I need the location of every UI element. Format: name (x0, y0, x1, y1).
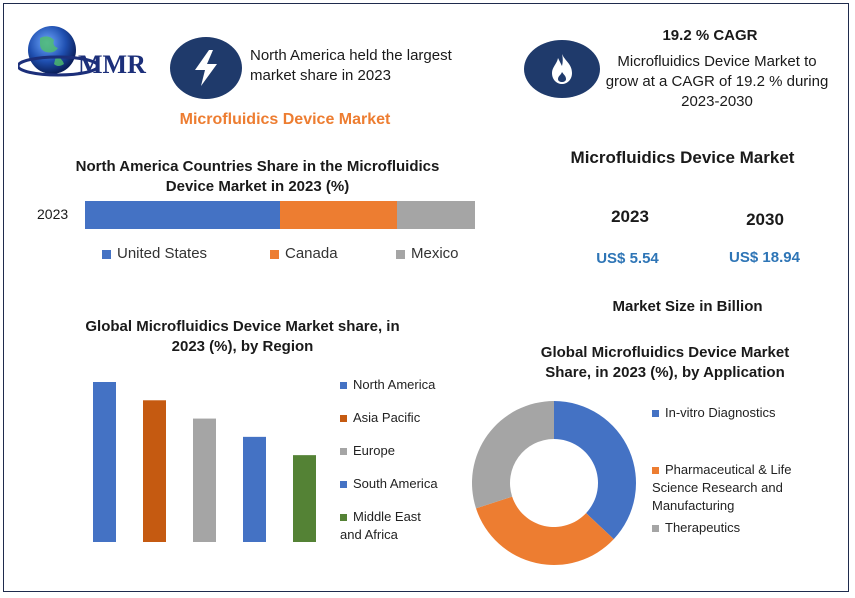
market-size-value1: US$ 5.54 (596, 250, 659, 267)
logo: MMR (18, 22, 163, 84)
region-chart-title: Global Microfluidics Device Market share… (85, 318, 400, 355)
region-bar-3 (243, 436, 266, 542)
legend-label: Europe (353, 443, 395, 458)
legend-label: North America (353, 377, 436, 392)
stacked-bar-chart (85, 201, 475, 229)
legend-label: Therapeutics (665, 520, 741, 535)
region-bar-2 (193, 418, 216, 542)
legend-swatch (102, 249, 111, 259)
stacked-category-label: 2023 (37, 206, 69, 222)
legend-canada: Canada (270, 245, 338, 262)
market-size-year2: 2030 (746, 210, 784, 229)
stacked-chart-title: North America Countries Share in the Mic… (75, 158, 440, 195)
region-legend-item: South America (340, 475, 440, 493)
lightning-icon (170, 37, 242, 99)
legend-label: South America (353, 476, 438, 491)
market-title: Microfluidics Device Market (179, 111, 391, 128)
region-legend-item: North America (340, 376, 440, 394)
region-legend-item: Asia Pacific (340, 409, 440, 427)
legend-label: Canada (285, 245, 338, 262)
region-legend-item: Middle East and Africa (340, 508, 440, 544)
legend-mexico: Mexico (396, 245, 459, 262)
legend-label: Mexico (411, 245, 459, 262)
legend-swatch (270, 249, 279, 259)
highlight-text: North America held the largest market sh… (250, 47, 452, 84)
application-legend-2: Pharmaceutical & Life Science Research a… (652, 461, 832, 515)
region-legend-item: Europe (340, 442, 440, 460)
legend-label: Pharmaceutical & Life Science Research a… (652, 462, 792, 513)
logo-text: MMR (78, 50, 146, 79)
legend-swatch (340, 382, 347, 390)
donut-slice-0 (554, 401, 636, 540)
flame-icon (524, 40, 600, 98)
application-legend-3: Therapeutics (652, 519, 832, 537)
legend-swatch (652, 525, 659, 533)
donut-slice-1 (476, 496, 614, 565)
market-size-unit: Market Size in Billion (612, 298, 763, 315)
legend-swatch (340, 448, 347, 456)
cagr-text: Microfluidics Device Market to grow at a… (605, 53, 829, 110)
region-bar-chart (93, 382, 316, 542)
market-size-title: Microfluidics Device Market (570, 148, 795, 167)
application-legend-1: In-vitro Diagnostics (652, 404, 832, 422)
stacked-segment-mexico (397, 201, 475, 229)
stacked-segment-canada (280, 201, 397, 229)
region-bar-1 (143, 400, 166, 542)
legend-swatch (396, 249, 405, 259)
legend-label: In-vitro Diagnostics (665, 405, 776, 420)
legend-swatch (340, 514, 347, 522)
donut-slice-2 (472, 401, 554, 509)
legend-label: United States (117, 245, 208, 262)
legend-united-states: United States (102, 245, 207, 262)
legend-label: Asia Pacific (353, 410, 421, 425)
infographic-frame (3, 3, 849, 592)
region-bar-4 (293, 455, 316, 542)
legend-label: Middle East and Africa (340, 509, 421, 542)
region-bar-0 (93, 382, 116, 542)
legend-swatch (340, 415, 347, 423)
market-size-year1: 2023 (611, 207, 649, 226)
globe-icon (18, 26, 100, 77)
application-donut-chart (472, 401, 636, 565)
legend-swatch (340, 481, 347, 489)
legend-swatch (652, 410, 659, 418)
legend-swatch (652, 467, 659, 475)
market-size-value2: US$ 18.94 (729, 249, 800, 266)
stacked-segment-united-states (85, 201, 280, 229)
cagr-title: 19.2 % CAGR (662, 27, 758, 44)
application-chart-title: Global Microfluidics Device Market Share… (540, 344, 790, 381)
